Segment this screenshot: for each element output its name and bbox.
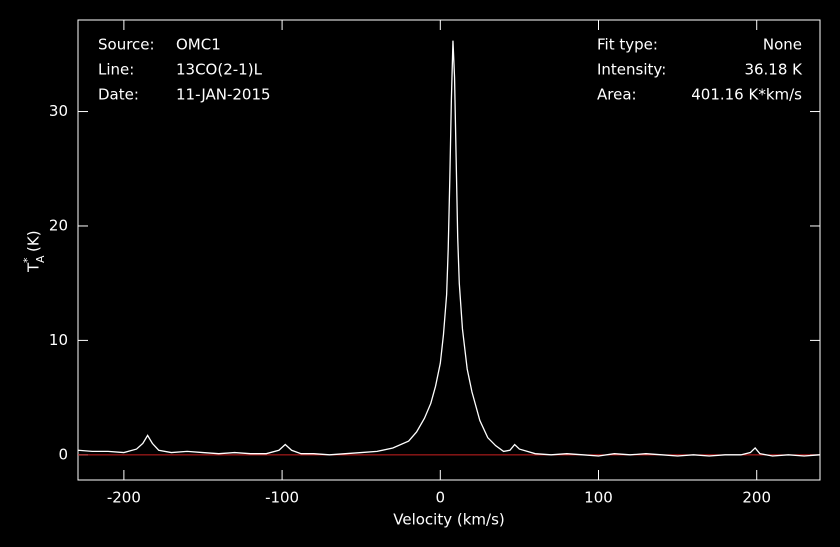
- y-label-sup: *: [21, 257, 34, 263]
- x-tick-label: 0: [436, 489, 446, 507]
- info-value: 401.16 K*km/s: [691, 86, 802, 104]
- y-label-sub: A: [34, 255, 47, 263]
- info-value: 13CO(2-1)L: [176, 61, 263, 79]
- y-tick-label: 20: [49, 216, 68, 234]
- x-tick-label: 200: [742, 489, 771, 507]
- x-tick-label: 100: [584, 489, 613, 507]
- info-label: Date:: [98, 86, 139, 104]
- info-label: Intensity:: [597, 61, 666, 79]
- x-axis-label: Velocity (km/s): [393, 511, 504, 529]
- plot-frame: [77, 19, 821, 481]
- info-value: 36.18 K: [744, 61, 803, 79]
- y-label-main: T: [25, 262, 43, 273]
- info-value: None: [763, 36, 802, 54]
- y-label-unit: (K): [25, 230, 43, 252]
- info-label: Source:: [98, 36, 155, 54]
- info-value: 11-JAN-2015: [176, 86, 271, 104]
- info-label: Area:: [597, 86, 637, 104]
- info-label: Fit type:: [597, 36, 658, 54]
- y-tick-label: 10: [49, 331, 68, 349]
- y-axis-label: T * A (K): [21, 230, 47, 273]
- info-value: OMC1: [176, 36, 221, 54]
- y-tick-label: 30: [49, 102, 68, 120]
- info-label: Line:: [98, 61, 134, 79]
- x-tick-label: -200: [107, 489, 141, 507]
- spectrum-line: [77, 40, 821, 457]
- y-tick-label: 0: [58, 445, 68, 463]
- x-tick-label: -100: [265, 489, 299, 507]
